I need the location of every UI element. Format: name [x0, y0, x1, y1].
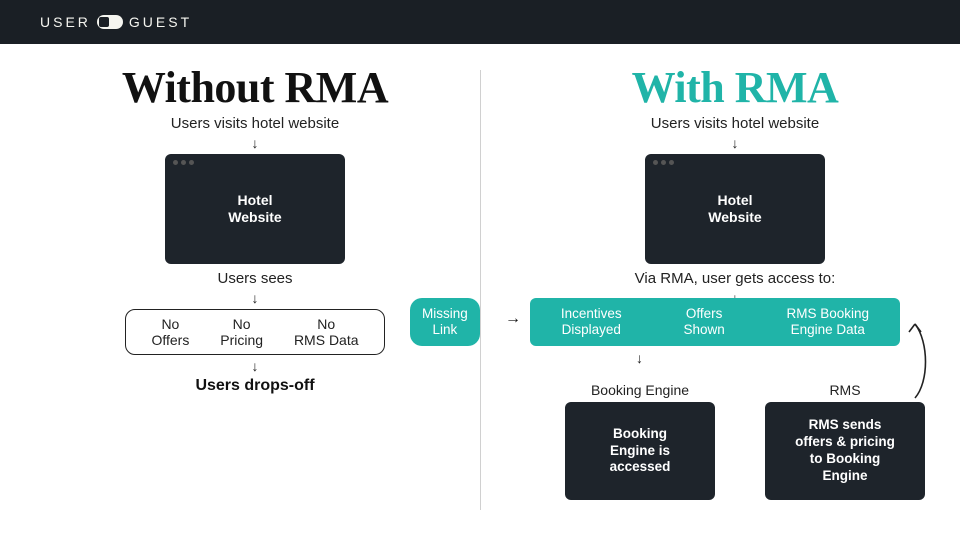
- no-items-box: No Offers No Pricing No RMS Data: [125, 309, 385, 355]
- via-text: Via RMA, user gets access to:: [510, 270, 960, 287]
- teal-rms-data: RMS Booking Engine Data: [781, 306, 876, 338]
- no-rms-data: No RMS Data: [294, 316, 359, 348]
- brand-left: USER: [40, 14, 91, 30]
- booking-engine-card: Booking Engine is accessed: [565, 402, 715, 500]
- arrow-down-icon: ↓: [510, 136, 960, 150]
- left-column: Without RMA Users visits hotel website ↓…: [0, 44, 510, 540]
- teal-incentives: Incentives Displayed: [555, 306, 628, 338]
- curved-arrow-icon: [895, 312, 935, 400]
- arrow-down-icon: ↓: [636, 350, 643, 366]
- left-hotel-label: Hotel Website: [228, 192, 281, 226]
- rms-card: RMS sends offers & pricing to Booking En…: [765, 402, 925, 500]
- window-dots-icon: [653, 160, 674, 165]
- teal-offers: Offers Shown: [677, 306, 730, 338]
- left-title: Without RMA: [30, 62, 480, 113]
- arrow-right-icon: →: [505, 310, 521, 328]
- left-subtitle: Users visits hotel website: [30, 115, 480, 132]
- right-subtitle: Users visits hotel website: [510, 115, 960, 132]
- teal-benefits-box: Incentives Displayed Offers Shown RMS Bo…: [530, 298, 900, 346]
- booking-engine-label: Booking Engine: [565, 382, 715, 398]
- brand-logo: USER GUEST: [40, 14, 192, 30]
- dropoff-text: Users drops-off: [30, 377, 480, 395]
- arrow-down-icon: ↓: [30, 136, 480, 150]
- right-title: With RMA: [510, 62, 960, 113]
- brand-toggle-icon: [97, 15, 123, 29]
- right-hotel-card: Hotel Website: [645, 154, 825, 264]
- right-hotel-label: Hotel Website: [708, 192, 761, 226]
- no-pricing: No Pricing: [220, 316, 263, 348]
- arrow-down-icon: ↓: [30, 359, 480, 373]
- header-bar: USER GUEST: [0, 0, 960, 44]
- no-offers: No Offers: [151, 316, 189, 348]
- brand-right: GUEST: [129, 14, 192, 30]
- missing-link-pill: Missing Link: [410, 298, 480, 346]
- window-dots-icon: [173, 160, 194, 165]
- left-sees-text: Users sees: [30, 270, 480, 287]
- left-hotel-card: Hotel Website: [165, 154, 345, 264]
